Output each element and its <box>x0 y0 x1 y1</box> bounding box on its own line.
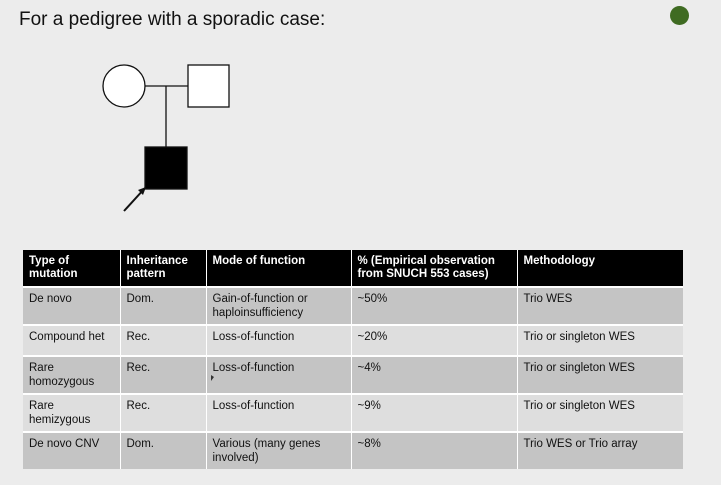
cell-type: De novo CNV <box>23 431 121 469</box>
cell-mode: Loss-of-function <box>206 393 352 432</box>
cell-inheritance: Rec. <box>120 393 207 432</box>
cell-percent: ~20% <box>351 324 518 356</box>
table-row: Rare hemizygous Rec. Loss-of-function ~9… <box>23 393 683 432</box>
cell-percent: ~9% <box>351 393 518 432</box>
header-mode-of-function: Mode of function <box>206 250 352 287</box>
cell-methodology: Trio or singleton WES <box>517 393 683 432</box>
cell-mode: Various (many genes involved) <box>206 431 352 469</box>
affected-proband-symbol <box>144 146 188 190</box>
cell-methodology: Trio WES <box>517 286 683 325</box>
cell-inheritance: Dom. <box>120 286 207 325</box>
pedigree-diagram <box>102 64 230 212</box>
header-percent-empirical: % (Empirical observation from SNUCH 553 … <box>351 250 518 287</box>
cell-percent: ~4% <box>351 355 518 394</box>
slide-title: For a pedigree with a sporadic case: <box>19 9 326 30</box>
table-row: De novo Dom. Gain-of-function or haploin… <box>23 286 683 325</box>
header-methodology: Methodology <box>517 250 683 287</box>
mouse-cursor-icon <box>211 375 214 381</box>
green-dot-icon <box>670 6 689 25</box>
cell-percent: ~8% <box>351 431 518 469</box>
table-row: Compound het Rec. Loss-of-function ~20% … <box>23 324 683 356</box>
table-row: Rare homozygous Rec. Loss-of-function ~4… <box>23 355 683 394</box>
cell-type: Compound het <box>23 324 121 356</box>
cell-methodology: Trio or singleton WES <box>517 355 683 394</box>
cell-inheritance: Rec. <box>120 324 207 356</box>
cell-mode: Gain-of-function or haploinsufficiency <box>206 286 352 325</box>
cell-inheritance: Rec. <box>120 355 207 394</box>
header-type-of-mutation: Type of mutation <box>23 250 121 287</box>
cell-type: Rare homozygous <box>23 355 121 394</box>
cell-type: Rare hemizygous <box>23 393 121 432</box>
mother-symbol <box>102 64 146 108</box>
mutation-table: Type of mutation Inheritance pattern Mod… <box>23 250 683 469</box>
table-row: De novo CNV Dom. Various (many genes inv… <box>23 431 683 469</box>
table-header-row: Type of mutation Inheritance pattern Mod… <box>23 250 683 287</box>
cell-mode: Loss-of-function <box>206 355 352 394</box>
cell-inheritance: Dom. <box>120 431 207 469</box>
cell-mode: Loss-of-function <box>206 324 352 356</box>
father-symbol <box>187 64 230 108</box>
proband-arrowhead-icon <box>138 187 146 195</box>
cell-methodology: Trio or singleton WES <box>517 324 683 356</box>
header-inheritance-pattern: Inheritance pattern <box>120 250 207 287</box>
cell-type: De novo <box>23 286 121 325</box>
cell-methodology: Trio WES or Trio array <box>517 431 683 469</box>
cell-percent: ~50% <box>351 286 518 325</box>
